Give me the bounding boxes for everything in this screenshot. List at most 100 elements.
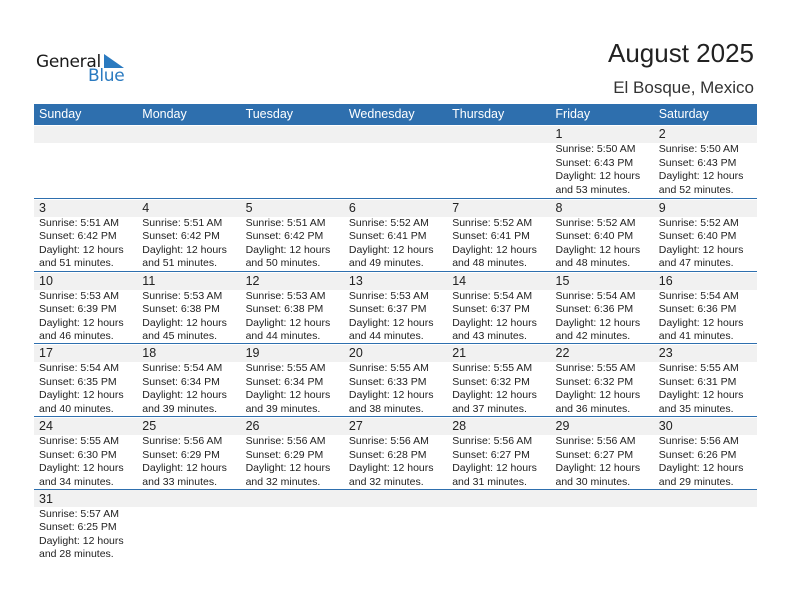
daylight-text: Daylight: 12 hours <box>452 389 537 402</box>
date-band <box>34 199 757 217</box>
sunset-text: Sunset: 6:42 PM <box>245 230 324 243</box>
day-number: 21 <box>452 346 467 361</box>
day-number: 22 <box>555 346 570 361</box>
logo-word-general: General <box>36 52 101 72</box>
daylight-minutes-text: and 48 minutes. <box>452 257 527 270</box>
weekday-header: Sunday Monday Tuesday Wednesday Thursday… <box>34 104 757 125</box>
sunrise-text: Sunrise: 5:51 AM <box>142 216 223 229</box>
daylight-minutes-text: and 52 minutes. <box>658 183 734 196</box>
daylight-text: Daylight: 12 hours <box>658 389 744 402</box>
sunset-text: Sunset: 6:40 PM <box>658 230 737 243</box>
daylight-minutes-text: and 43 minutes. <box>452 330 527 343</box>
sunset-text: Sunset: 6:30 PM <box>39 448 117 461</box>
weekday-saturday: Saturday <box>658 107 709 121</box>
daylight-minutes-text: and 32 minutes. <box>348 475 424 488</box>
daylight-text: Daylight: 12 hours <box>452 243 537 256</box>
day-number: 2 <box>658 127 666 141</box>
daylight-text: Daylight: 12 hours <box>39 534 124 547</box>
sunset-text: Sunset: 6:34 PM <box>245 375 324 388</box>
sunrise-text: Sunrise: 5:53 AM <box>348 289 429 302</box>
day-cell: 24 Sunrise: 5:55 AM Sunset: 6:30 PM Dayligh… <box>34 417 137 489</box>
daylight-minutes-text: and 29 minutes. <box>658 475 734 488</box>
day-number: 30 <box>658 419 673 434</box>
daylight-text: Daylight: 12 hours <box>555 316 641 329</box>
day-cell: 22 Sunrise: 5:55 AM Sunset: 6:32 PM Dayligh… <box>551 344 654 416</box>
day-number: 19 <box>245 346 260 361</box>
sunrise-text: Sunrise: 5:54 AM <box>39 362 119 375</box>
daylight-minutes-text: and 51 minutes. <box>142 257 218 270</box>
daylight-minutes-text: and 41 minutes. <box>658 330 734 343</box>
daylight-text: Daylight: 12 hours <box>658 170 744 182</box>
sunset-text: Sunset: 6:43 PM <box>658 156 737 169</box>
day-number: 10 <box>39 273 53 288</box>
daylight-text: Daylight: 12 hours <box>142 462 227 475</box>
daylight-text: Daylight: 12 hours <box>452 462 537 475</box>
sunset-text: Sunset: 6:38 PM <box>245 303 324 316</box>
daylight-text: Daylight: 12 hours <box>348 243 434 256</box>
sunset-text: Sunset: 6:43 PM <box>555 156 634 169</box>
day-number: 18 <box>142 346 157 361</box>
daylight-minutes-text: and 44 minutes. <box>245 330 321 343</box>
day-number: 31 <box>39 491 53 506</box>
day-number: 6 <box>348 200 356 215</box>
day-number: 11 <box>142 273 156 288</box>
daylight-minutes-text: and 47 minutes. <box>658 257 734 270</box>
day-cell: 19 Sunrise: 5:55 AM Sunset: 6:34 PM Dayligh… <box>241 344 344 416</box>
sunrise-text: Sunrise: 5:56 AM <box>348 435 429 448</box>
sunrise-text: Sunrise: 5:55 AM <box>245 362 326 375</box>
day-cell: 27 Sunrise: 5:56 AM Sunset: 6:28 PM Dayligh… <box>344 417 447 489</box>
sunset-text: Sunset: 6:37 PM <box>452 303 530 316</box>
day-number: 1 <box>555 127 563 141</box>
day-number: 4 <box>142 200 150 215</box>
daylight-minutes-text: and 39 minutes. <box>142 402 218 415</box>
sunrise-text: Sunrise: 5:53 AM <box>245 289 326 302</box>
day-number: 15 <box>555 273 570 288</box>
day-number: 24 <box>39 419 53 434</box>
daylight-text: Daylight: 12 hours <box>245 462 331 475</box>
day-cell: 7 Sunrise: 5:52 AM Sunset: 6:41 PM Daylight… <box>447 199 550 271</box>
sunset-text: Sunset: 6:31 PM <box>658 375 737 388</box>
daylight-text: Daylight: 12 hours <box>245 316 331 329</box>
date-band <box>34 418 757 436</box>
sunrise-text: Sunrise: 5:53 AM <box>142 289 223 302</box>
daylight-text: Daylight: 12 hours <box>142 389 227 402</box>
day-number: 3 <box>39 200 46 215</box>
day-number: 27 <box>348 419 363 434</box>
sunset-text: Sunset: 6:26 PM <box>658 448 737 461</box>
daylight-minutes-text: and 40 minutes. <box>39 402 114 415</box>
sunset-text: Sunset: 6:37 PM <box>348 303 427 316</box>
sunset-text: Sunset: 6:42 PM <box>39 230 117 243</box>
sunrise-text: Sunrise: 5:56 AM <box>555 435 636 448</box>
day-cell: 30 Sunrise: 5:56 AM Sunset: 6:26 PM Dayligh… <box>654 417 757 489</box>
day-number: 28 <box>452 419 467 434</box>
sunset-text: Sunset: 6:34 PM <box>142 375 220 388</box>
daylight-text: Daylight: 12 hours <box>658 243 744 256</box>
sunrise-text: Sunrise: 5:52 AM <box>658 216 739 229</box>
day-cell: 26 Sunrise: 5:56 AM Sunset: 6:29 PM Dayligh… <box>241 417 344 489</box>
day-cell: 5 Sunrise: 5:51 AM Sunset: 6:42 PM Daylight… <box>241 199 344 271</box>
sunrise-text: Sunrise: 5:54 AM <box>658 289 739 302</box>
day-number: 12 <box>245 273 260 288</box>
day-cell: 20 Sunrise: 5:55 AM Sunset: 6:33 PM Dayligh… <box>344 344 447 416</box>
sunset-text: Sunset: 6:36 PM <box>555 303 634 316</box>
daylight-text: Daylight: 12 hours <box>348 389 434 402</box>
week-row: 10 Sunrise: 5:53 AM Sunset: 6:39 PM Dayligh… <box>34 270 757 344</box>
day-cell: 18 Sunrise: 5:54 AM Sunset: 6:34 PM Dayligh… <box>137 344 240 416</box>
sunset-text: Sunset: 6:29 PM <box>142 448 220 461</box>
day-cell: 9 Sunrise: 5:52 AM Sunset: 6:40 PM Daylight… <box>654 199 757 271</box>
day-cell: 28 Sunrise: 5:56 AM Sunset: 6:27 PM Dayligh… <box>447 417 550 489</box>
day-cell: 6 Sunrise: 5:52 AM Sunset: 6:41 PM Daylight… <box>344 199 447 271</box>
daylight-minutes-text: and 33 minutes. <box>142 475 218 488</box>
day-cell: 1 Sunrise: 5:50 AM Sunset: 6:43 PM Daylight… <box>551 125 654 198</box>
daylight-minutes-text: and 35 minutes. <box>658 402 734 415</box>
sunrise-text: Sunrise: 5:52 AM <box>452 216 533 229</box>
day-number: 14 <box>452 273 467 288</box>
daylight-text: Daylight: 12 hours <box>555 462 641 475</box>
day-cell: 17 Sunrise: 5:54 AM Sunset: 6:35 PM Dayligh… <box>34 344 137 416</box>
daylight-minutes-text: and 32 minutes. <box>245 475 321 488</box>
weekday-sunday: Sunday <box>39 107 82 121</box>
daylight-minutes-text: and 39 minutes. <box>245 402 321 415</box>
logo-triangle-icon <box>104 54 124 68</box>
sunset-text: Sunset: 6:40 PM <box>555 230 634 243</box>
daylight-text: Daylight: 12 hours <box>245 243 331 256</box>
